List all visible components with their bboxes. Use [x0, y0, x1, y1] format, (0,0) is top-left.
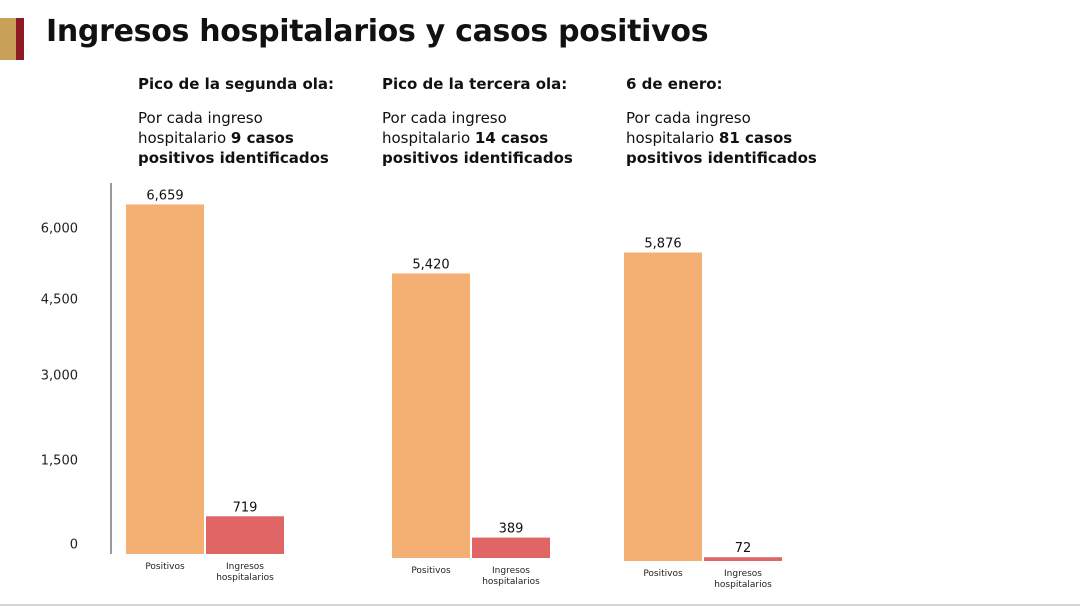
bar-value-label: 72: [735, 541, 752, 556]
panel-heading-6-enero: 6 de enero:: [626, 75, 723, 93]
bar-positivos: [126, 204, 204, 554]
panel-text-line2-plain: hospitalario: [138, 129, 231, 147]
y-tick-label: 6,000: [41, 222, 78, 237]
panel-text-line2-plain: hospitalario: [626, 129, 719, 147]
bar-positivos: [392, 273, 470, 558]
bar-ingresos-hospitalarios: [704, 557, 782, 561]
category-label: Ingresos: [492, 566, 530, 576]
panel-text-line1: Por cada ingreso: [626, 109, 751, 127]
panel-text-line2-bold: 81 casos: [718, 129, 793, 147]
panel-heading-tercera-ola: Pico de la tercera ola:: [382, 75, 568, 93]
bar-value-label: 6,659: [146, 188, 183, 203]
bar-ingresos-hospitalarios: [472, 537, 550, 558]
panel-text-line3-bold: positivos identificados: [138, 149, 329, 167]
panel-text-line1: Por cada ingreso: [138, 109, 263, 127]
panel-text-line2-plain: hospitalario: [382, 129, 475, 147]
bar-ingresos-hospitalarios: [206, 516, 284, 554]
panel-text-tercera-ola: Por cada ingreso hospitalario 14 casos p…: [382, 108, 622, 168]
title-accent-red: [16, 18, 24, 60]
category-label: Ingresos: [226, 562, 264, 572]
title-accent-gold: [0, 18, 16, 60]
panel-text-line1: Por cada ingreso: [382, 109, 507, 127]
y-tick-label: 1,500: [41, 454, 78, 469]
panel-text-segunda-ola: Por cada ingreso hospitalario 9 casos po…: [138, 108, 378, 168]
category-label: hospitalarios: [216, 573, 274, 583]
y-tick-label: 3,000: [41, 369, 78, 384]
panel-text-line2-bold: 9 casos: [230, 129, 294, 147]
bar-value-label: 389: [499, 522, 524, 537]
panel-text-line2-bold: 14 casos: [474, 129, 549, 147]
y-tick-label: 4,500: [41, 293, 78, 308]
category-label: Ingresos: [724, 569, 762, 579]
category-label: hospitalarios: [482, 577, 540, 587]
bar-value-label: 5,876: [644, 237, 681, 252]
panel-text-6-enero: Por cada ingreso hospitalario 81 casos p…: [626, 108, 866, 168]
category-label: Positivos: [145, 562, 185, 572]
bar-positivos: [624, 252, 702, 561]
bar-value-label: 719: [233, 500, 258, 515]
bar-value-label: 5,420: [412, 257, 449, 272]
y-tick-label: 0: [70, 538, 78, 553]
panel-heading-segunda-ola: Pico de la segunda ola:: [138, 75, 335, 93]
category-label: Positivos: [643, 569, 683, 579]
bottom-divider: [0, 604, 1080, 606]
page-title: Ingresos hospitalarios y casos positivos: [46, 14, 709, 49]
panel-text-line3-bold: positivos identificados: [382, 149, 573, 167]
panel-text-line3-bold: positivos identificados: [626, 149, 817, 167]
category-label: hospitalarios: [714, 580, 772, 590]
category-label: Positivos: [411, 566, 451, 576]
